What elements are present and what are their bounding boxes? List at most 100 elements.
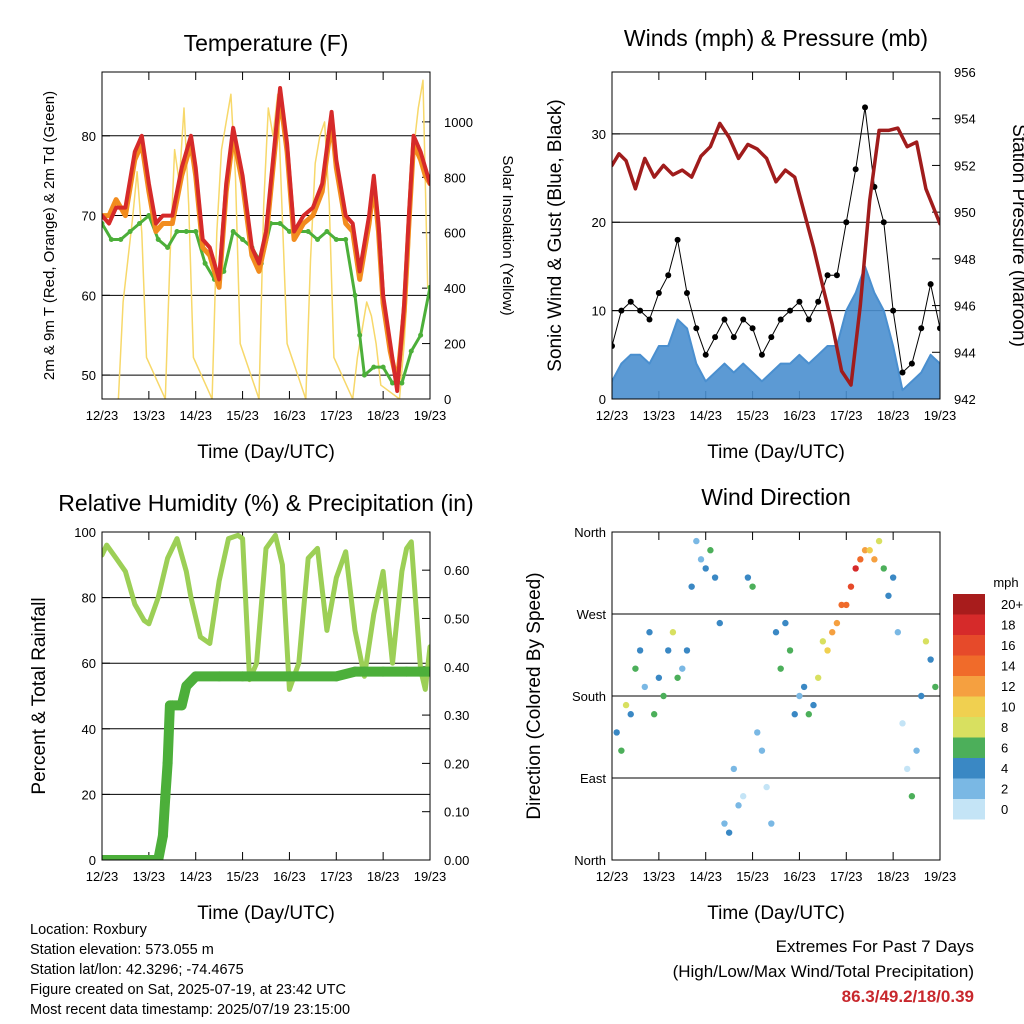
wind-direction-point	[725, 829, 733, 836]
humidity-xtick-label: 12/23	[86, 869, 119, 884]
station-pressure-line	[612, 121, 940, 387]
humidity-ytick-right-label: 0.10	[444, 805, 469, 820]
sonic-wind-line	[612, 265, 940, 392]
wind-direction-point	[627, 711, 634, 718]
humidity-ytick-label: 80	[82, 591, 96, 606]
winds-xtick-label: 12/23	[596, 408, 629, 423]
humidity-ytick-right-label: 0.60	[444, 563, 469, 578]
direction-frame	[611, 531, 941, 861]
wind-direction-point	[613, 729, 620, 736]
winds-ylabel: Sonic Wind & Gust (Blue, Black)	[545, 99, 566, 371]
precip-point	[160, 792, 171, 803]
precip-point	[157, 830, 168, 841]
precip-point	[153, 855, 164, 860]
info-latlon: Station lat/lon: 42.3296; -74.4675	[30, 962, 244, 978]
humidity-ytick-label: 60	[82, 656, 96, 671]
wind-direction-point	[857, 556, 864, 563]
humidity-xtick-label: 14/23	[179, 869, 212, 884]
legend-swatch	[953, 758, 985, 779]
direction-ytick-label: South	[572, 689, 606, 704]
temperature-ytick-label: 50	[82, 368, 96, 383]
wind-direction-point	[618, 747, 625, 754]
winds-ytick-right-label: 954	[954, 112, 976, 127]
direction-ytick-label: North	[574, 525, 606, 540]
humidity-xtick-label: 15/23	[226, 869, 259, 884]
humidity-ytick-right-label: 0.00	[444, 853, 469, 868]
wind-direction-point	[740, 793, 747, 800]
wind-direction-point	[721, 820, 728, 827]
temperature-xtick-label: 15/23	[226, 408, 259, 423]
temperature-ytick-right-label: 0	[444, 392, 451, 407]
wind-direction-point	[716, 619, 723, 627]
wind-direction-point	[768, 820, 775, 827]
temperature-ytick-right-label: 1000	[444, 115, 473, 130]
temperature-ytick-right-label: 600	[444, 226, 466, 241]
humidity-ytick-right-label: 0.30	[444, 708, 469, 723]
wind-direction-point	[688, 583, 695, 590]
wind-direction-point	[922, 638, 930, 645]
wind-direction-point	[744, 574, 752, 581]
temperature-xlabel: Time (Day/UTC)	[197, 442, 335, 463]
sonic-wind-area	[612, 266, 940, 399]
gust-line	[612, 106, 940, 373]
legend-swatch	[953, 655, 985, 676]
humidity-frame	[101, 531, 431, 861]
winds-xtick-label: 15/23	[736, 408, 769, 423]
winds-ytick-right-label: 952	[954, 158, 976, 173]
precip-point	[401, 666, 412, 677]
wind-direction-point	[763, 783, 770, 791]
legend-label: 6	[1001, 741, 1008, 756]
winds-plot	[611, 71, 941, 400]
legend-label: 0	[1001, 802, 1008, 817]
legend-swatch	[953, 696, 985, 717]
legend-swatch	[953, 717, 985, 738]
winds-ytick-label: 0	[599, 392, 606, 407]
info-recent: Most recent data timestamp: 2025/07/19 2…	[30, 1002, 351, 1018]
wind-direction-point	[674, 674, 681, 681]
temperature-data	[102, 79, 430, 399]
wind-direction-point	[660, 692, 667, 700]
winds-xtick-label: 17/23	[830, 408, 863, 423]
temperature-ytick-right-label: 400	[444, 281, 466, 296]
wind-direction-point	[772, 629, 780, 636]
wind-direction-point	[782, 619, 789, 627]
legend-label: 14	[1001, 659, 1015, 674]
dewpoint-line	[102, 214, 430, 385]
wind-direction-point	[918, 692, 925, 700]
winds-xtick-label: 13/23	[643, 408, 676, 423]
wind-direction-point	[847, 583, 855, 590]
humidity-xtick-label: 17/23	[320, 869, 353, 884]
direction-xtick-label: 14/23	[689, 869, 722, 884]
legend-title: mph	[993, 575, 1018, 590]
temp-2m-line	[102, 86, 430, 393]
direction-data	[613, 537, 939, 836]
wind-direction-point	[904, 765, 911, 773]
winds-ylabel-right: Station Pressure (Maroon)	[1008, 124, 1024, 347]
winds-ytick-right-label: 946	[954, 299, 976, 314]
temperature-ytick-label: 70	[82, 209, 96, 224]
wind-direction-point	[894, 629, 902, 636]
winds-data	[612, 104, 940, 399]
legend-label: 4	[1001, 761, 1008, 776]
wind-direction-point	[786, 647, 794, 654]
direction-xtick-label: 15/23	[736, 869, 769, 884]
wind-direction-point	[899, 720, 906, 727]
wind-direction-point	[875, 537, 883, 545]
winds-ytick-right-label: 942	[954, 392, 976, 407]
wind-direction-point	[749, 583, 756, 590]
temperature-xtick-label: 14/23	[179, 408, 212, 423]
total-precip-line	[102, 666, 430, 860]
humidity-ytick-right-label: 0.50	[444, 611, 469, 626]
wind-direction-point	[650, 711, 658, 718]
direction-plot	[611, 531, 985, 861]
wind-direction-point	[758, 747, 766, 754]
wind-direction-point	[824, 647, 831, 654]
precip-point	[378, 666, 389, 677]
wind-direction-point	[913, 747, 920, 754]
relative-humidity-line	[102, 532, 430, 692]
legend-swatch	[953, 614, 985, 635]
legend-label: 18	[1001, 618, 1015, 633]
winds-ytick-right-label: 950	[954, 205, 976, 220]
humidity-xtick-label: 16/23	[273, 869, 306, 884]
wind-direction-point	[646, 629, 653, 636]
